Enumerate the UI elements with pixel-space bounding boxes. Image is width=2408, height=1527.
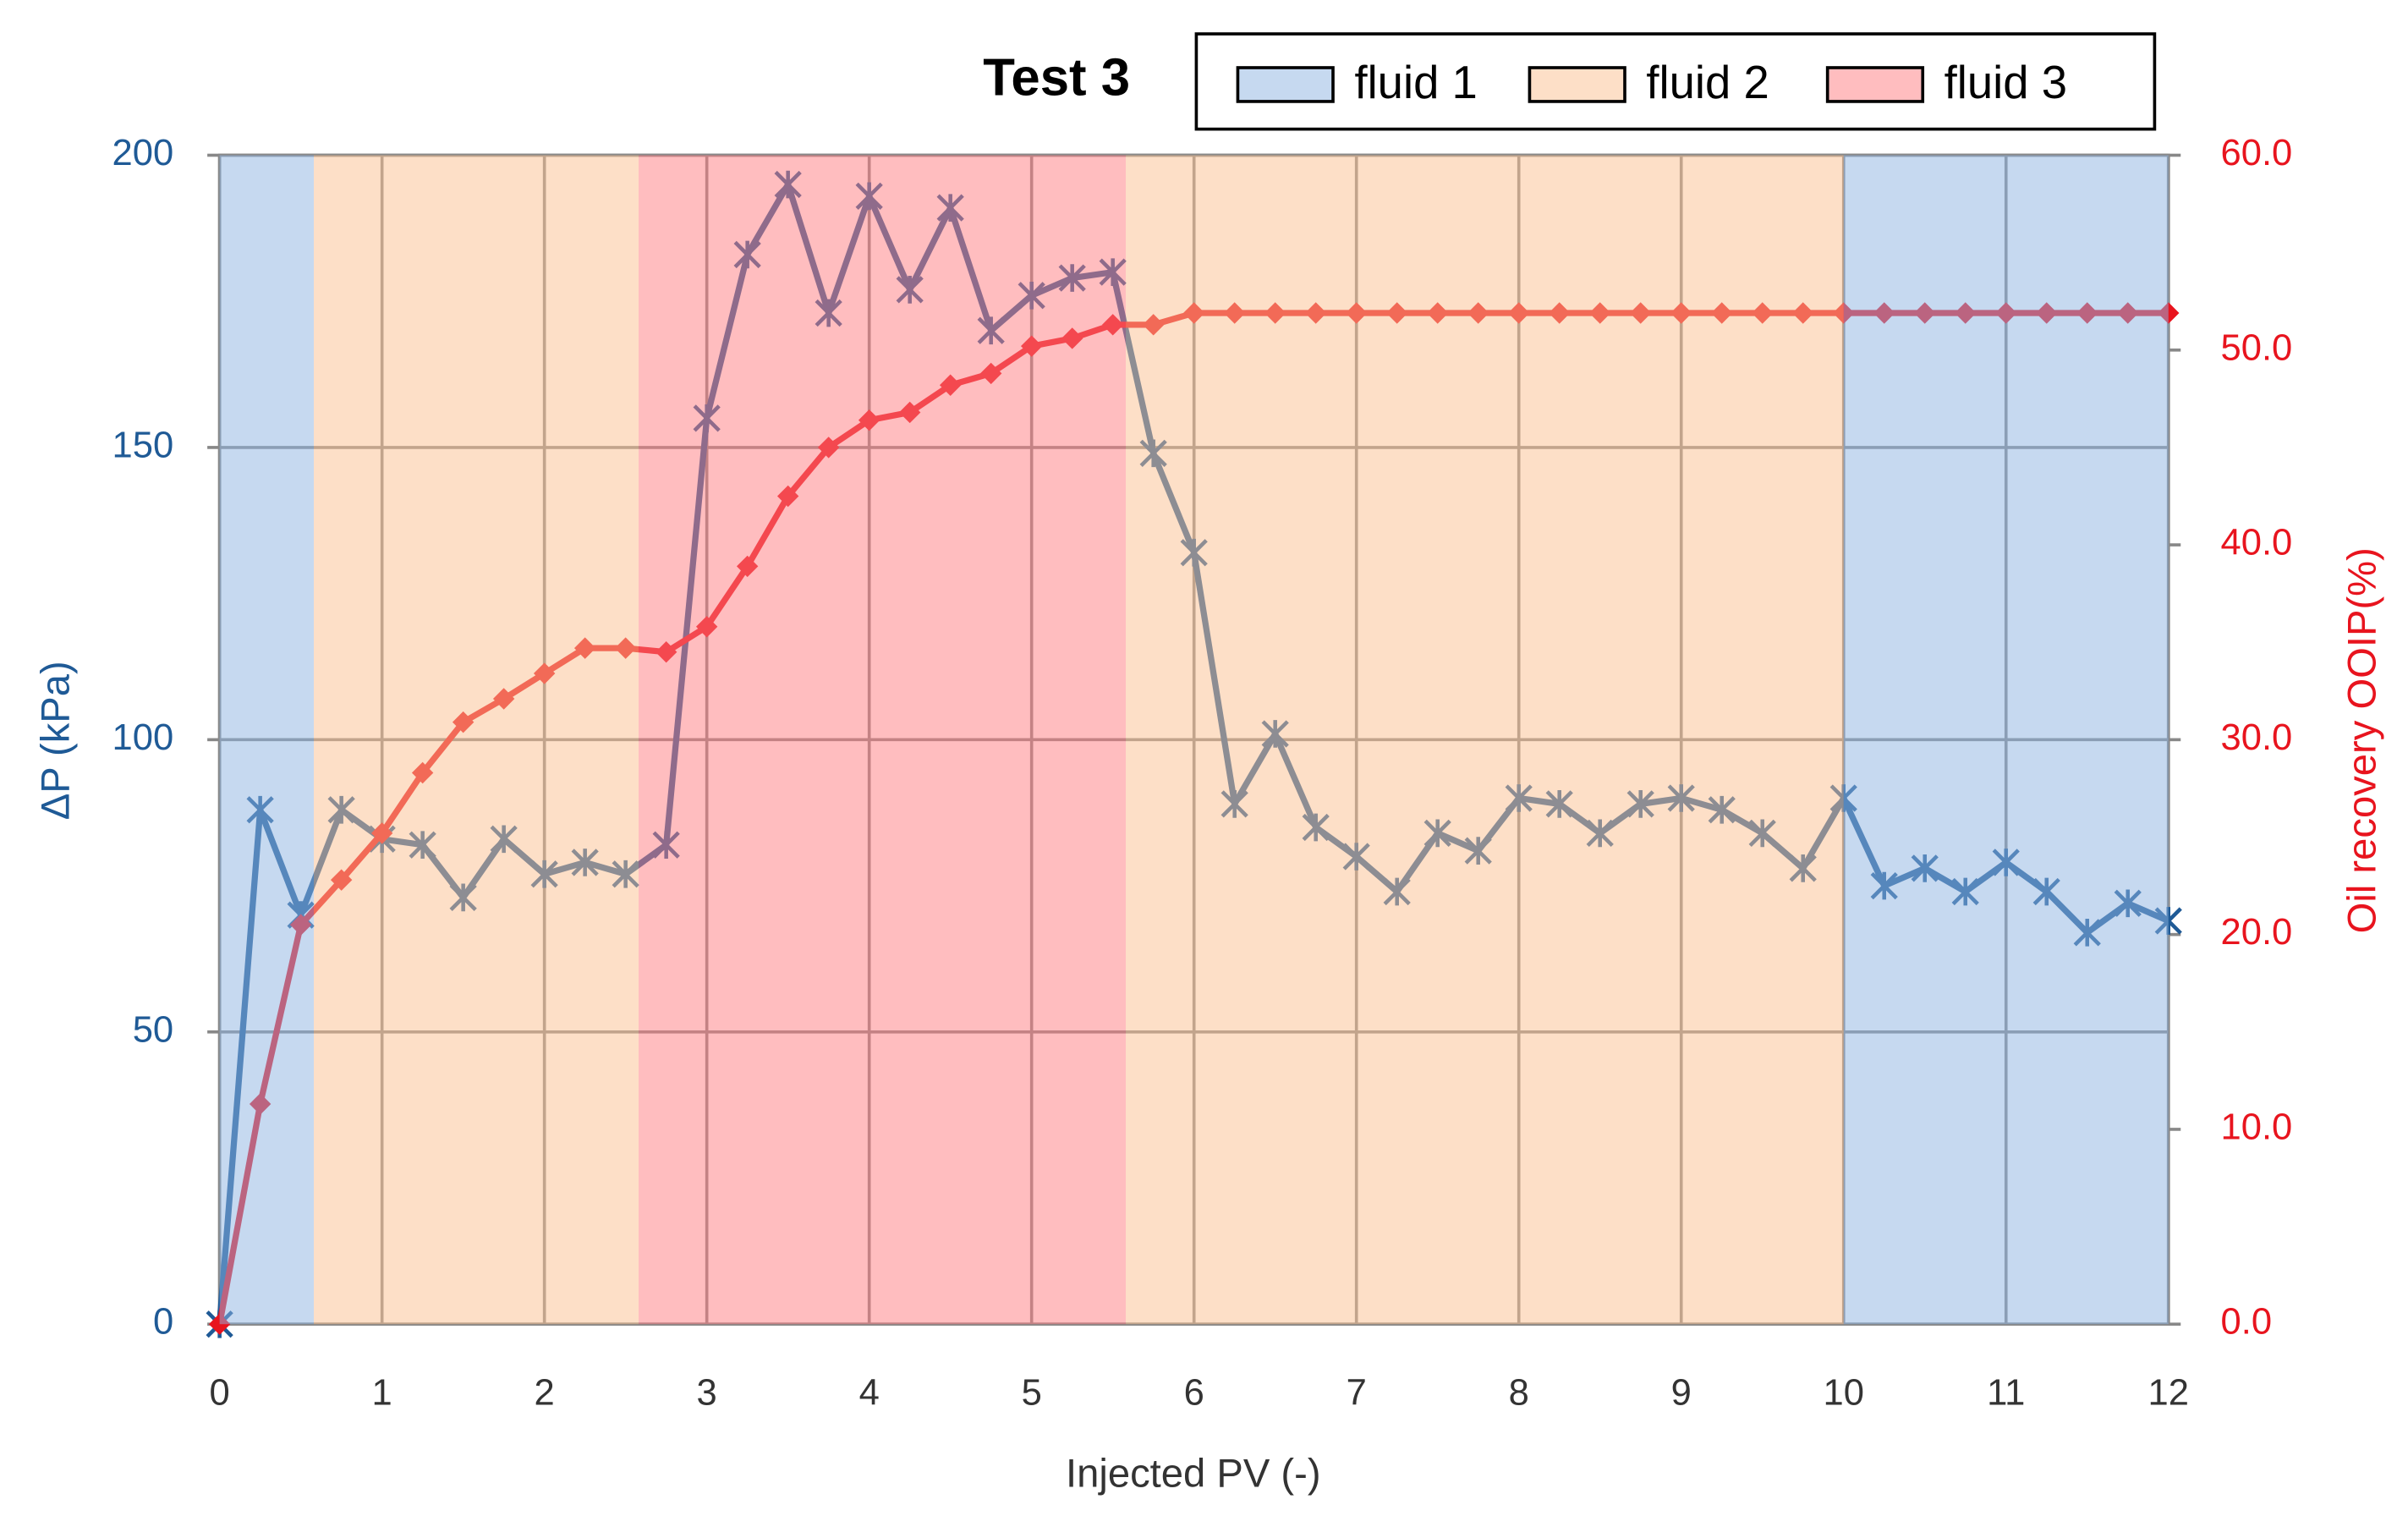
y2-tick-label: 10.0 <box>2220 1107 2292 1147</box>
y2-tick-label: 40.0 <box>2220 523 2292 563</box>
fluid-band <box>219 155 315 1325</box>
legend-box <box>1194 32 2157 131</box>
x-tick-label: 2 <box>535 1372 555 1413</box>
y-tick-label: 0 <box>153 1302 173 1343</box>
legend-label: fluid 3 <box>1945 57 2067 108</box>
y2-tick-label: 0.0 <box>2220 1302 2272 1343</box>
fluid-band <box>1843 155 2169 1325</box>
x-tick-label: 3 <box>697 1372 717 1413</box>
x-tick-label: 4 <box>859 1372 880 1413</box>
x-tick-label: 0 <box>210 1372 230 1413</box>
legend-swatch <box>1236 66 1335 103</box>
legend-label: fluid 2 <box>1646 57 1769 108</box>
fluid-band <box>314 155 639 1325</box>
legend-swatch <box>1825 66 1925 103</box>
x-tick-label: 9 <box>1671 1372 1692 1413</box>
x-tick-label: 11 <box>1987 1372 2025 1413</box>
x-tick-label: 12 <box>2148 1372 2189 1413</box>
y-tick-label: 100 <box>112 717 173 758</box>
chart-title: Test 3 <box>983 49 1130 107</box>
x-tick-label: 5 <box>1022 1372 1042 1413</box>
y-tick-label: 50 <box>133 1009 173 1050</box>
x-tick-label: 1 <box>372 1372 392 1413</box>
y2-tick-label: 50.0 <box>2220 327 2292 368</box>
x-tick-label: 8 <box>1509 1372 1529 1413</box>
x-tick-label: 6 <box>1184 1372 1204 1413</box>
y-axis-title: ΔP (kPa) <box>33 661 78 820</box>
legend-swatch <box>1528 66 1626 103</box>
x-axis-title: Injected PV (-) <box>1066 1451 1321 1496</box>
y-tick-label: 150 <box>112 425 173 465</box>
legend-label: fluid 1 <box>1354 57 1477 108</box>
y2-axis-title: Oil recovery OOIP(%) <box>2340 547 2385 933</box>
x-tick-label: 10 <box>1824 1372 1864 1413</box>
y2-tick-label: 60.0 <box>2220 133 2292 173</box>
fluid-band <box>639 155 1127 1325</box>
y2-tick-label: 20.0 <box>2220 912 2292 953</box>
x-tick-label: 7 <box>1347 1372 1367 1413</box>
fluid-band <box>1126 155 1844 1325</box>
y2-tick-label: 30.0 <box>2220 717 2292 758</box>
y-tick-label: 200 <box>112 133 173 173</box>
